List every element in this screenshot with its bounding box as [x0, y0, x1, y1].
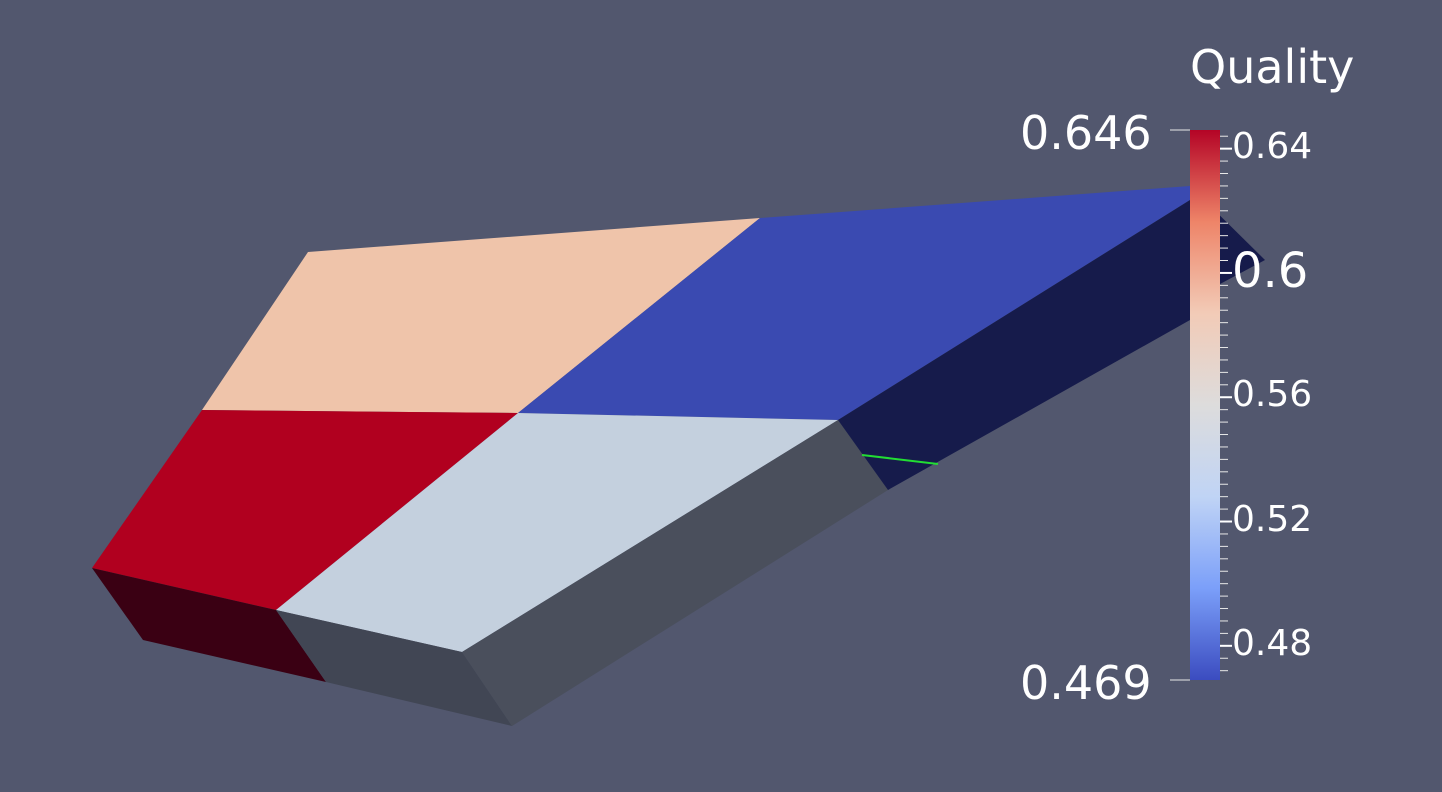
scalar-bar-tick-label: 0.64 — [1232, 125, 1313, 167]
mesh-side-navy — [838, 200, 1190, 490]
mesh-cell-top-back-left — [202, 218, 760, 413]
scalar-bar-tick-label: 0.56 — [1232, 374, 1313, 416]
scalar-bar-min-label: 0.469 — [1020, 656, 1152, 710]
scalar-bar-tick-label: 0.48 — [1232, 623, 1313, 665]
mesh-side-gray-light — [276, 610, 512, 726]
scalar-bar-max-label: 0.646 — [1020, 106, 1152, 160]
scalar-bar-tick-label: 0.52 — [1232, 498, 1313, 540]
scalar-bar-colorbar — [1190, 130, 1220, 680]
mesh-edge-highlight — [861, 454, 939, 465]
mesh-cell-top-front-left — [92, 410, 518, 610]
mesh-side-gray — [462, 420, 888, 726]
mesh-side-dark-red — [92, 568, 326, 682]
scalar-bar-gradient — [1190, 130, 1220, 680]
mesh-cell-top-back-right — [518, 186, 1190, 420]
scalar-bar-title: Quality — [1190, 40, 1355, 94]
mesh-cell-top-front-right — [276, 413, 838, 652]
scalar-bar-tick-label: 0.6 — [1232, 242, 1309, 299]
